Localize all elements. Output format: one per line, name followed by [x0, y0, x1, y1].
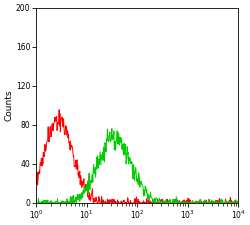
Y-axis label: Counts: Counts [4, 90, 13, 121]
